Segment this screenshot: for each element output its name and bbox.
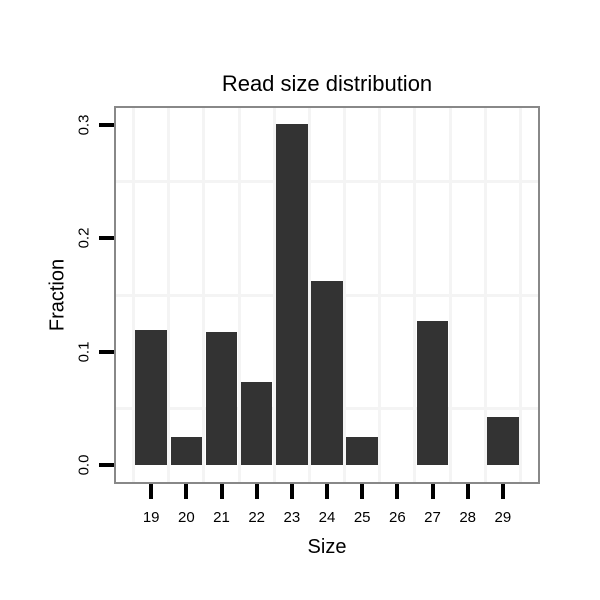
bar bbox=[487, 417, 519, 465]
x-axis-tick-label: 22 bbox=[248, 509, 265, 526]
x-axis-tick bbox=[149, 484, 154, 499]
x-axis-tick-label: 20 bbox=[177, 509, 195, 526]
y-axis-tick-label: 0.2 bbox=[75, 227, 93, 249]
bar bbox=[170, 436, 203, 465]
y-axis-tick-label: 0.3 bbox=[75, 114, 93, 136]
bar bbox=[416, 321, 449, 465]
x-axis-tick bbox=[254, 484, 259, 499]
x-axis-tick bbox=[184, 484, 189, 499]
bar bbox=[346, 436, 378, 465]
y-axis-tick bbox=[99, 123, 114, 127]
x-axis-title: Size bbox=[307, 536, 347, 558]
x-axis-tick-label: 29 bbox=[494, 509, 512, 526]
bar bbox=[311, 281, 343, 465]
x-axis-tick-label: 23 bbox=[283, 509, 301, 526]
bar bbox=[276, 123, 308, 465]
minor-horizontal-gridline bbox=[116, 180, 538, 184]
bar bbox=[205, 332, 238, 465]
x-axis-tick bbox=[395, 484, 400, 499]
y-axis-tick-label: 0.0 bbox=[75, 454, 93, 476]
y-axis-tick-label: 0.1 bbox=[75, 341, 93, 363]
x-axis-tick bbox=[500, 484, 505, 499]
x-axis-tick bbox=[219, 484, 224, 499]
x-axis-tick-label: 21 bbox=[213, 509, 230, 526]
x-axis-tick-label: 28 bbox=[459, 509, 476, 526]
chart-title: Read size distribution bbox=[221, 71, 433, 96]
bar bbox=[135, 330, 167, 465]
y-axis-title: Fraction bbox=[46, 258, 69, 332]
y-axis-tick bbox=[99, 349, 114, 354]
x-axis-tick bbox=[289, 484, 294, 499]
y-axis-tick bbox=[99, 236, 114, 241]
x-axis-tick bbox=[360, 484, 365, 499]
x-axis-tick bbox=[325, 484, 329, 499]
x-axis-tick-label: 27 bbox=[424, 509, 441, 526]
x-axis-tick-label: 26 bbox=[388, 509, 406, 526]
x-axis-tick bbox=[430, 484, 435, 499]
x-axis-tick bbox=[465, 484, 470, 499]
x-axis-tick-label: 24 bbox=[318, 509, 336, 526]
x-axis-tick-label: 19 bbox=[142, 509, 160, 526]
y-axis-tick bbox=[99, 463, 114, 467]
bar bbox=[240, 382, 273, 465]
x-axis-tick-label: 25 bbox=[353, 509, 371, 526]
